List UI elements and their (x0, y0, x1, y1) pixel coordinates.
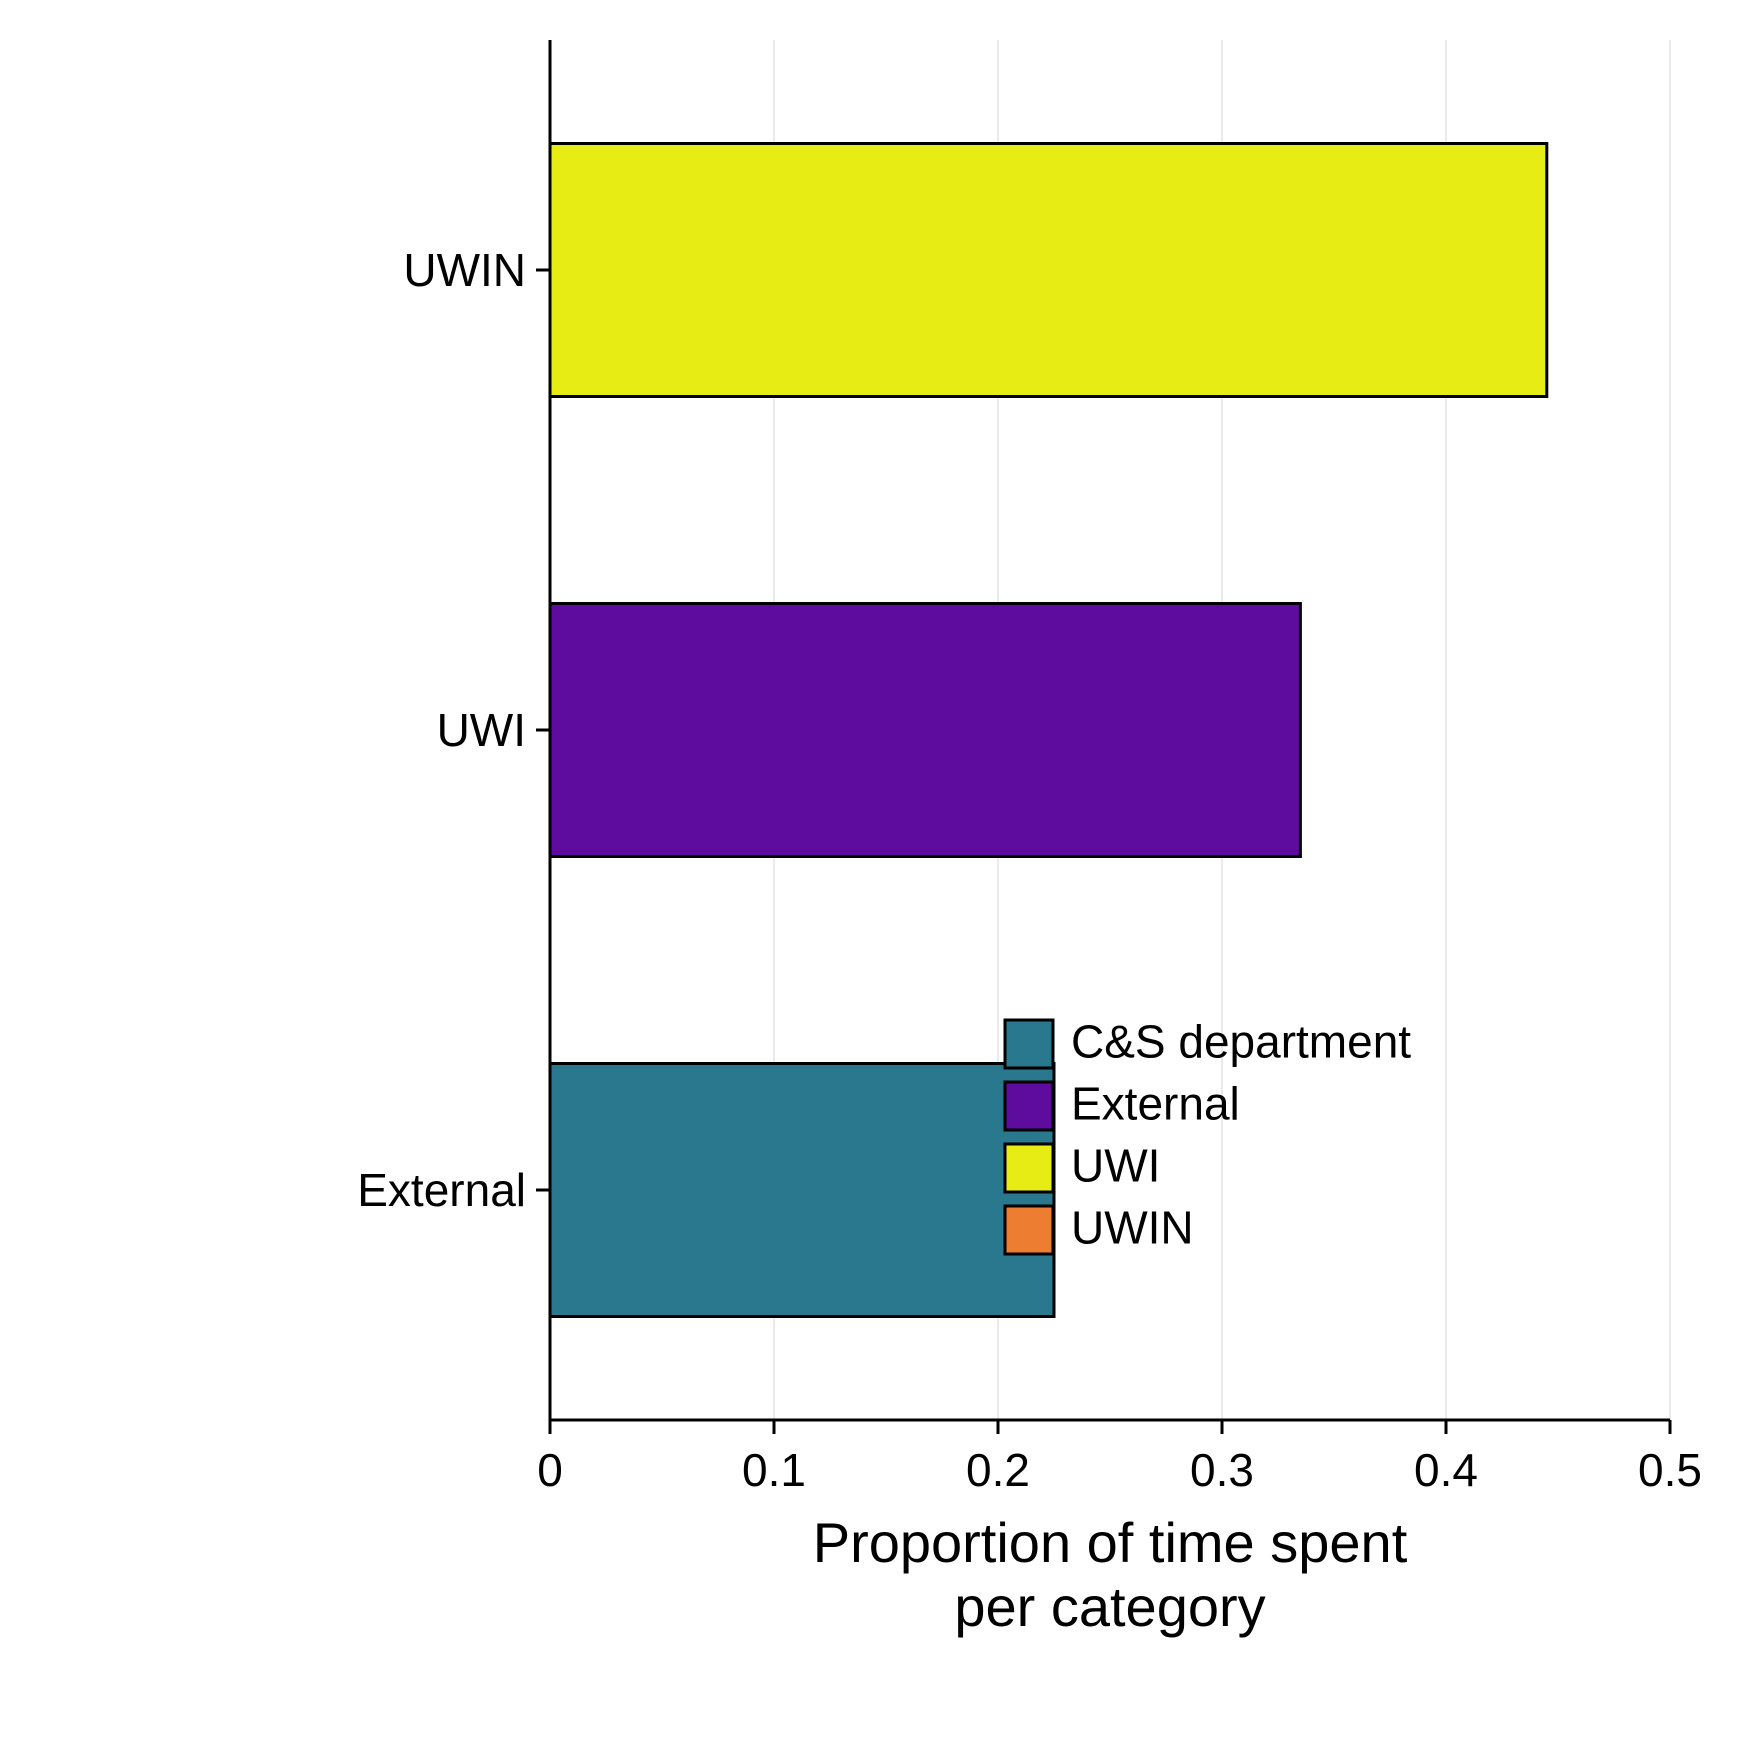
x-tick-label: 0.3 (1190, 1444, 1254, 1496)
x-tick-label: 0.5 (1638, 1444, 1702, 1496)
x-tick-label: 0.2 (966, 1444, 1030, 1496)
legend-swatch (1005, 1144, 1053, 1192)
bar-uwi (550, 604, 1300, 857)
legend-swatch (1005, 1206, 1053, 1254)
x-tick-label: 0.1 (742, 1444, 806, 1496)
bar-chart: 0 0.1 0.2 0.3 0.4 0.5 UWIN UWI External Proportio… (0, 0, 1750, 1750)
x-axis-label-line1: Proportion of time spent (813, 1511, 1408, 1574)
legend-label: External (1071, 1077, 1240, 1129)
y-tick-label: External (357, 1164, 526, 1216)
x-tick-label: 0.4 (1414, 1444, 1478, 1496)
legend-label: UWI (1071, 1139, 1160, 1191)
legend-swatch (1005, 1020, 1053, 1068)
bar-uwin (550, 144, 1547, 397)
legend-label: C&S department (1071, 1015, 1411, 1067)
legend-swatch (1005, 1082, 1053, 1130)
x-axis-label-line2: per category (954, 1575, 1265, 1638)
legend-label: UWIN (1071, 1201, 1194, 1253)
y-tick-label: UWI (437, 704, 526, 756)
x-tick-label: 0 (537, 1444, 563, 1496)
bar-external (550, 1064, 1054, 1317)
y-tick-label: UWIN (403, 244, 526, 296)
